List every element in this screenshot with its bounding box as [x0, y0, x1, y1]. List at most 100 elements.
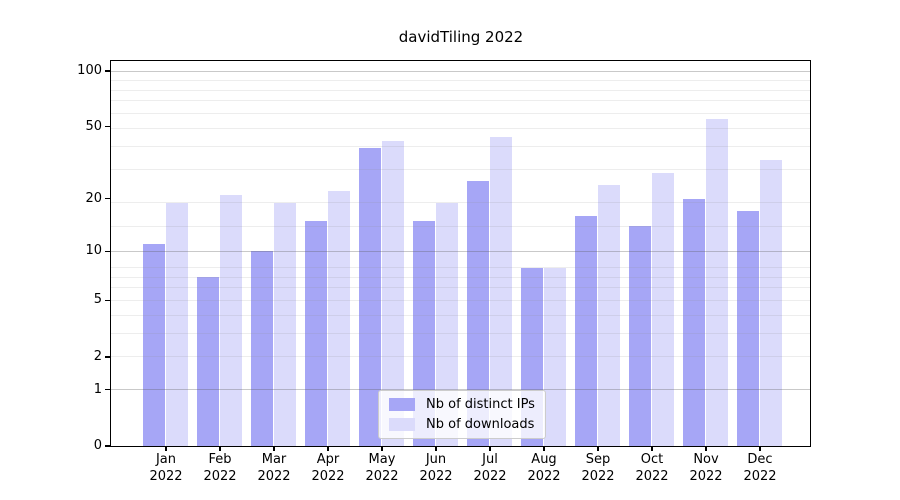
- bar-distinct-ips-sep: [575, 215, 597, 446]
- month-year: 2022: [365, 469, 399, 484]
- legend-swatch-downloads: [389, 418, 415, 431]
- bar-downloads-jun: [436, 202, 458, 446]
- month-name: Mar: [261, 452, 287, 467]
- month-year: 2022: [635, 469, 669, 484]
- gridline-minor: [111, 112, 810, 114]
- y-axis-tick-mark: [105, 299, 110, 302]
- month-year: 2022: [689, 469, 723, 484]
- x-axis-tick-mark: [489, 446, 491, 451]
- gridline-minor: [111, 356, 810, 358]
- x-axis-tick-mark: [705, 446, 707, 451]
- gridline-minor: [111, 127, 810, 129]
- bar-downloads-nov: [706, 119, 728, 446]
- x-axis-month-label-feb: Feb 2022: [190, 451, 250, 485]
- y-axis-tick-label: 100: [77, 63, 102, 79]
- y-axis-tick-mark: [105, 70, 110, 72]
- bar-distinct-ips-jul: [467, 181, 489, 446]
- x-axis-tick-mark: [759, 446, 761, 451]
- gridline-minor: [111, 267, 810, 269]
- x-axis-tick-mark: [597, 446, 599, 451]
- month-name: Jan: [155, 452, 177, 467]
- y-axis-tick-label: 2: [93, 348, 102, 364]
- month-year: 2022: [149, 469, 183, 484]
- y-axis-tick-mark: [105, 250, 110, 252]
- y-axis-tick-label: 20: [85, 190, 102, 206]
- legend: Nb of distinct IPs Nb of downloads: [378, 390, 546, 439]
- bar-distinct-ips-dec: [737, 211, 759, 446]
- gridline-minor: [111, 145, 810, 147]
- x-axis-tick-mark: [543, 446, 545, 451]
- x-axis-month-label-dec: Dec 2022: [730, 451, 790, 485]
- x-axis-tick-mark: [651, 446, 653, 451]
- x-axis-tick-mark: [435, 446, 437, 451]
- gridline-minor: [111, 89, 810, 91]
- gridline-minor: [111, 100, 810, 102]
- legend-item-distinct-ips: Nb of distinct IPs: [389, 397, 535, 412]
- month-year: 2022: [473, 469, 507, 484]
- gridline-major: [111, 250, 810, 252]
- month-year: 2022: [743, 469, 777, 484]
- bar-distinct-ips-nov: [683, 198, 705, 446]
- month-name: Oct: [640, 452, 664, 467]
- bar-distinct-ips-oct: [629, 226, 651, 446]
- x-axis-tick-mark: [327, 446, 329, 451]
- month-name: May: [368, 452, 396, 467]
- x-axis-tick-mark: [273, 446, 275, 451]
- month-year: 2022: [311, 469, 345, 484]
- gridline-minor: [111, 276, 810, 278]
- month-name: Dec: [747, 452, 773, 467]
- x-axis-month-label-may: May 2022: [352, 451, 412, 485]
- month-name: Nov: [693, 452, 719, 467]
- legend-label-distinct-ips: Nb of distinct IPs: [426, 397, 535, 412]
- x-axis-month-label-jun: Jun 2022: [406, 451, 466, 485]
- x-axis-month-label-mar: Mar 2022: [244, 451, 304, 485]
- month-year: 2022: [419, 469, 453, 484]
- month-name: Jul: [482, 452, 498, 467]
- month-name: Feb: [208, 452, 232, 467]
- bar-downloads-mar: [274, 202, 296, 446]
- gridline-minor: [111, 169, 810, 171]
- gridline-minor: [111, 299, 810, 301]
- month-name: Aug: [531, 452, 557, 467]
- gridline-minor: [111, 314, 810, 316]
- y-axis-tick-mark: [105, 388, 110, 391]
- x-axis-month-label-aug: Aug 2022: [514, 451, 574, 485]
- x-axis-tick-mark: [219, 446, 221, 451]
- bar-distinct-ips-jan: [143, 244, 165, 446]
- x-axis-month-label-apr: Apr 2022: [298, 451, 358, 485]
- x-axis-month-label-sep: Sep 2022: [568, 451, 628, 485]
- bar-downloads-oct: [652, 172, 674, 446]
- month-year: 2022: [581, 469, 615, 484]
- bar-downloads-apr: [328, 191, 350, 446]
- month-year: 2022: [257, 469, 291, 484]
- y-axis-tick-label: 1: [93, 381, 102, 397]
- gridline-major: [111, 389, 810, 391]
- legend-label-downloads: Nb of downloads: [426, 417, 535, 432]
- bar-distinct-ips-may: [359, 148, 381, 446]
- bar-downloads-dec: [760, 159, 782, 446]
- y-axis-tick-mark: [105, 445, 110, 447]
- bar-downloads-jul: [490, 136, 512, 446]
- x-axis-month-label-oct: Oct 2022: [622, 451, 682, 485]
- month-name: Jun: [425, 452, 447, 467]
- bar-distinct-ips-jun: [413, 220, 435, 446]
- x-axis-month-label-jul: Jul 2022: [460, 451, 520, 485]
- legend-item-downloads: Nb of downloads: [389, 417, 535, 432]
- y-axis-tick-mark: [105, 125, 110, 128]
- bar-distinct-ips-apr: [305, 220, 327, 446]
- x-axis-tick-mark: [165, 446, 167, 451]
- y-axis-tick-label: 50: [85, 118, 102, 134]
- gridline-minor: [111, 80, 810, 82]
- month-name: Sep: [585, 452, 611, 467]
- y-axis-tick-label: 5: [93, 292, 102, 308]
- month-name: Apr: [316, 452, 340, 467]
- y-axis-tick-label: 10: [85, 243, 102, 259]
- gridline-minor: [111, 287, 810, 289]
- gridline-minor: [111, 202, 810, 204]
- bar-downloads-aug: [544, 267, 566, 446]
- gridline-major: [111, 70, 810, 72]
- bar-downloads-may: [382, 140, 404, 446]
- month-year: 2022: [203, 469, 237, 484]
- x-axis-month-label-jan: Jan 2022: [136, 451, 196, 485]
